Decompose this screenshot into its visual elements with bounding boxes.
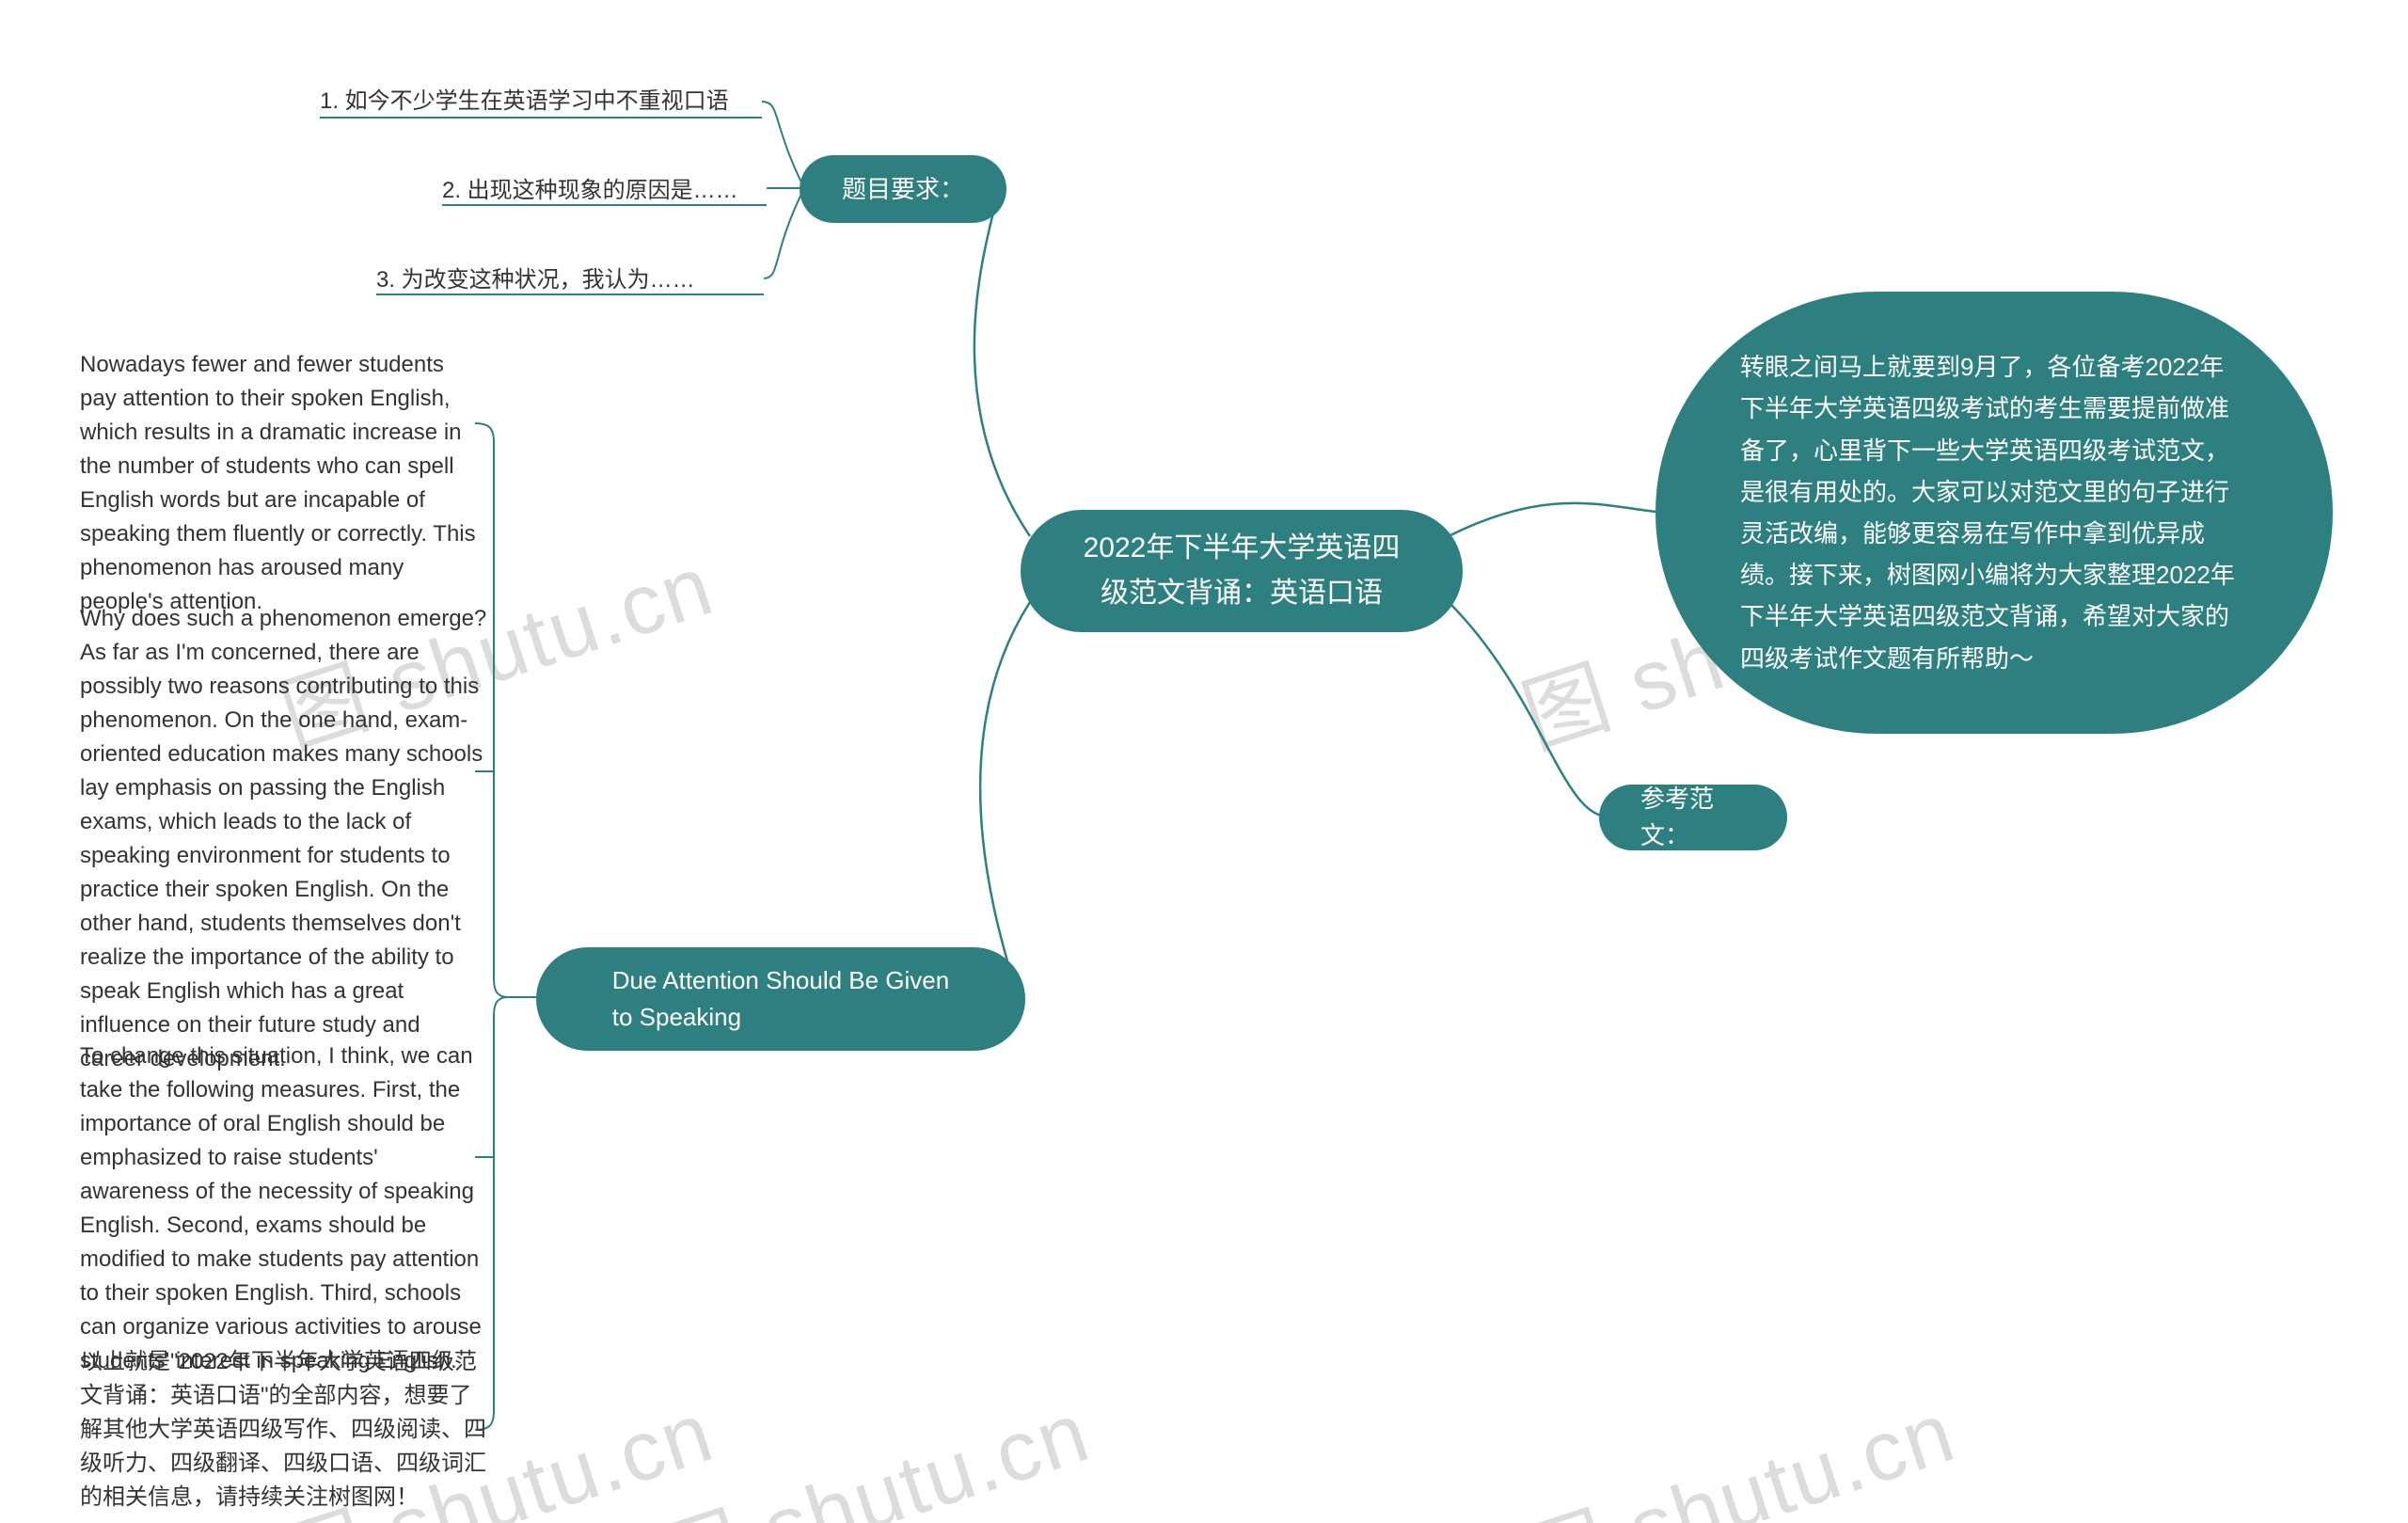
left-top-item-2: 2. 出现这种现象的原因是…… <box>442 174 809 208</box>
central-line2: 级范文背诵：英语口语 <box>1101 578 1383 609</box>
right-big-text: 转眼之间马上就要到9月了，各位备考2022年下半年大学英语四级考试的考生需要提前… <box>1740 346 2248 679</box>
central-line1: 2022年下半年大学英语四 <box>1084 532 1401 563</box>
left-mid-para-2: Why does such a phenomenon emerge? As fa… <box>80 602 489 1076</box>
left-top-item-3: 3. 为改变这种状况，我认为…… <box>376 263 809 297</box>
right-sub-node: 参考范文： <box>1599 785 1787 850</box>
watermark: 图 shutu.cn <box>1505 1364 1968 1523</box>
left-mid-node: Due Attention Should Be Given to Speakin… <box>536 947 1025 1051</box>
left-mid-para-4: 以上就是"2022年下半年大学英语四级范文背诵：英语口语"的全部内容，想要了解其… <box>80 1345 489 1515</box>
right-sub-text: 参考范文： <box>1640 781 1746 854</box>
right-big-node: 转眼之间马上就要到9月了，各位备考2022年下半年大学英语四级考试的考生需要提前… <box>1656 292 2333 734</box>
left-top-node: 题目要求： <box>800 155 1006 223</box>
watermark: 图 shutu.cn <box>640 1364 1102 1523</box>
central-node: 2022年下半年大学英语四 级范文背诵：英语口语 <box>1021 510 1463 632</box>
left-top-item-1: 1. 如今不少学生在英语学习中不重视口语 <box>320 85 809 119</box>
left-mid-line1: Due Attention Should Be Given <box>612 966 949 994</box>
left-mid-para-3: To change this situation, I think, we ca… <box>80 1039 489 1378</box>
left-top-label: 题目要求： <box>842 171 964 208</box>
left-mid-line2: to Speaking <box>612 1003 741 1031</box>
left-mid-para-1: Nowadays fewer and fewer students pay at… <box>80 348 484 619</box>
